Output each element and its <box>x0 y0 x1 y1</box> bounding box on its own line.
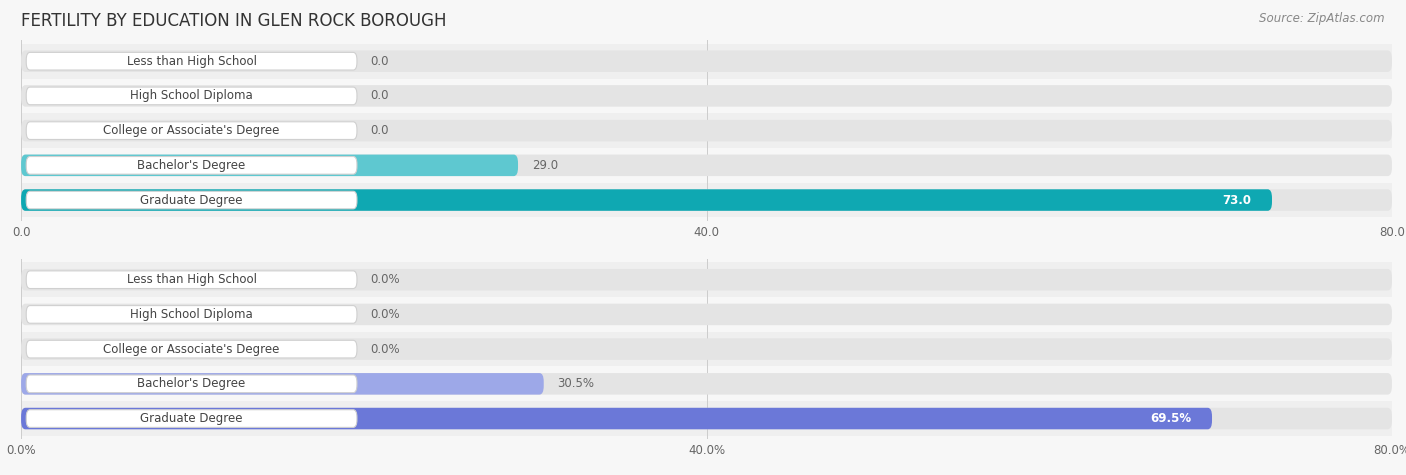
FancyBboxPatch shape <box>21 304 1392 325</box>
Bar <box>21 332 1392 367</box>
Text: 0.0%: 0.0% <box>371 308 401 321</box>
Bar <box>21 148 1392 183</box>
Bar <box>21 367 1392 401</box>
Text: Graduate Degree: Graduate Degree <box>141 412 243 425</box>
FancyBboxPatch shape <box>21 50 1392 72</box>
Text: 29.0: 29.0 <box>531 159 558 172</box>
Bar <box>21 401 1392 436</box>
FancyBboxPatch shape <box>21 189 1272 211</box>
Bar <box>21 78 1392 113</box>
Text: 73.0: 73.0 <box>1222 193 1251 207</box>
Text: 0.0%: 0.0% <box>371 342 401 356</box>
Text: 0.0: 0.0 <box>371 124 389 137</box>
FancyBboxPatch shape <box>27 340 357 358</box>
FancyBboxPatch shape <box>27 191 357 209</box>
FancyBboxPatch shape <box>21 373 544 395</box>
Text: 0.0: 0.0 <box>371 89 389 103</box>
Text: High School Diploma: High School Diploma <box>131 89 253 103</box>
FancyBboxPatch shape <box>21 189 1392 211</box>
FancyBboxPatch shape <box>21 269 1392 290</box>
FancyBboxPatch shape <box>21 120 1392 142</box>
FancyBboxPatch shape <box>27 52 357 70</box>
FancyBboxPatch shape <box>21 338 1392 360</box>
Bar <box>21 183 1392 218</box>
FancyBboxPatch shape <box>27 157 357 174</box>
FancyBboxPatch shape <box>27 375 357 393</box>
Text: College or Associate's Degree: College or Associate's Degree <box>104 124 280 137</box>
Bar <box>21 44 1392 78</box>
Text: Source: ZipAtlas.com: Source: ZipAtlas.com <box>1260 12 1385 25</box>
Text: 0.0%: 0.0% <box>371 273 401 286</box>
Text: Graduate Degree: Graduate Degree <box>141 193 243 207</box>
FancyBboxPatch shape <box>21 408 1392 429</box>
Text: Less than High School: Less than High School <box>127 273 256 286</box>
FancyBboxPatch shape <box>21 408 1212 429</box>
FancyBboxPatch shape <box>21 154 517 176</box>
FancyBboxPatch shape <box>21 154 1392 176</box>
Bar <box>21 297 1392 332</box>
Text: 69.5%: 69.5% <box>1150 412 1191 425</box>
Bar <box>21 262 1392 297</box>
Text: College or Associate's Degree: College or Associate's Degree <box>104 342 280 356</box>
FancyBboxPatch shape <box>27 271 357 288</box>
Text: 0.0: 0.0 <box>371 55 389 68</box>
FancyBboxPatch shape <box>21 85 1392 107</box>
FancyBboxPatch shape <box>27 122 357 140</box>
Text: Less than High School: Less than High School <box>127 55 256 68</box>
Text: High School Diploma: High School Diploma <box>131 308 253 321</box>
Text: 30.5%: 30.5% <box>557 377 595 390</box>
Text: Bachelor's Degree: Bachelor's Degree <box>138 377 246 390</box>
Text: Bachelor's Degree: Bachelor's Degree <box>138 159 246 172</box>
Bar <box>21 113 1392 148</box>
FancyBboxPatch shape <box>27 410 357 428</box>
FancyBboxPatch shape <box>27 87 357 104</box>
FancyBboxPatch shape <box>21 373 1392 395</box>
FancyBboxPatch shape <box>27 305 357 323</box>
Text: FERTILITY BY EDUCATION IN GLEN ROCK BOROUGH: FERTILITY BY EDUCATION IN GLEN ROCK BORO… <box>21 12 447 30</box>
